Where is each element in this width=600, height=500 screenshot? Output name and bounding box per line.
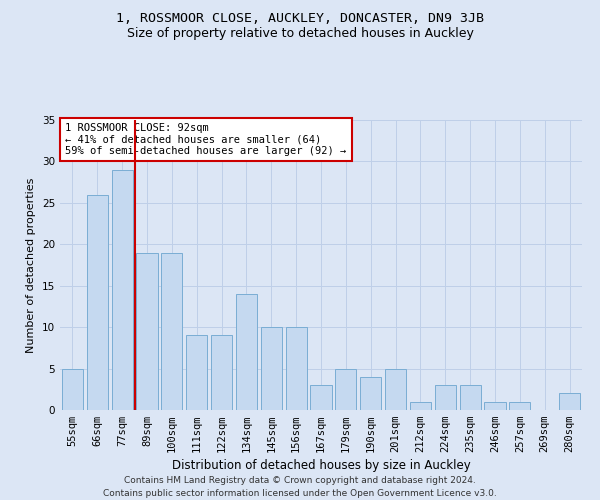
Text: 1, ROSSMOOR CLOSE, AUCKLEY, DONCASTER, DN9 3JB: 1, ROSSMOOR CLOSE, AUCKLEY, DONCASTER, D…	[116, 12, 484, 26]
Bar	[360, 377, 381, 410]
Bar	[286, 327, 307, 410]
Bar	[62, 368, 83, 410]
Bar	[136, 252, 158, 410]
Text: Size of property relative to detached houses in Auckley: Size of property relative to detached ho…	[127, 28, 473, 40]
Bar	[484, 402, 506, 410]
Bar	[460, 385, 481, 410]
Text: Contains HM Land Registry data © Crown copyright and database right 2024.
Contai: Contains HM Land Registry data © Crown c…	[103, 476, 497, 498]
Bar	[509, 402, 530, 410]
X-axis label: Distribution of detached houses by size in Auckley: Distribution of detached houses by size …	[172, 460, 470, 472]
Bar	[410, 402, 431, 410]
Y-axis label: Number of detached properties: Number of detached properties	[26, 178, 37, 352]
Bar	[385, 368, 406, 410]
Bar	[186, 336, 207, 410]
Bar	[161, 252, 182, 410]
Text: 1 ROSSMOOR CLOSE: 92sqm
← 41% of detached houses are smaller (64)
59% of semi-de: 1 ROSSMOOR CLOSE: 92sqm ← 41% of detache…	[65, 123, 346, 156]
Bar	[211, 336, 232, 410]
Bar	[236, 294, 257, 410]
Bar	[112, 170, 133, 410]
Bar	[310, 385, 332, 410]
Bar	[559, 394, 580, 410]
Bar	[435, 385, 456, 410]
Bar	[335, 368, 356, 410]
Bar	[261, 327, 282, 410]
Bar	[87, 194, 108, 410]
